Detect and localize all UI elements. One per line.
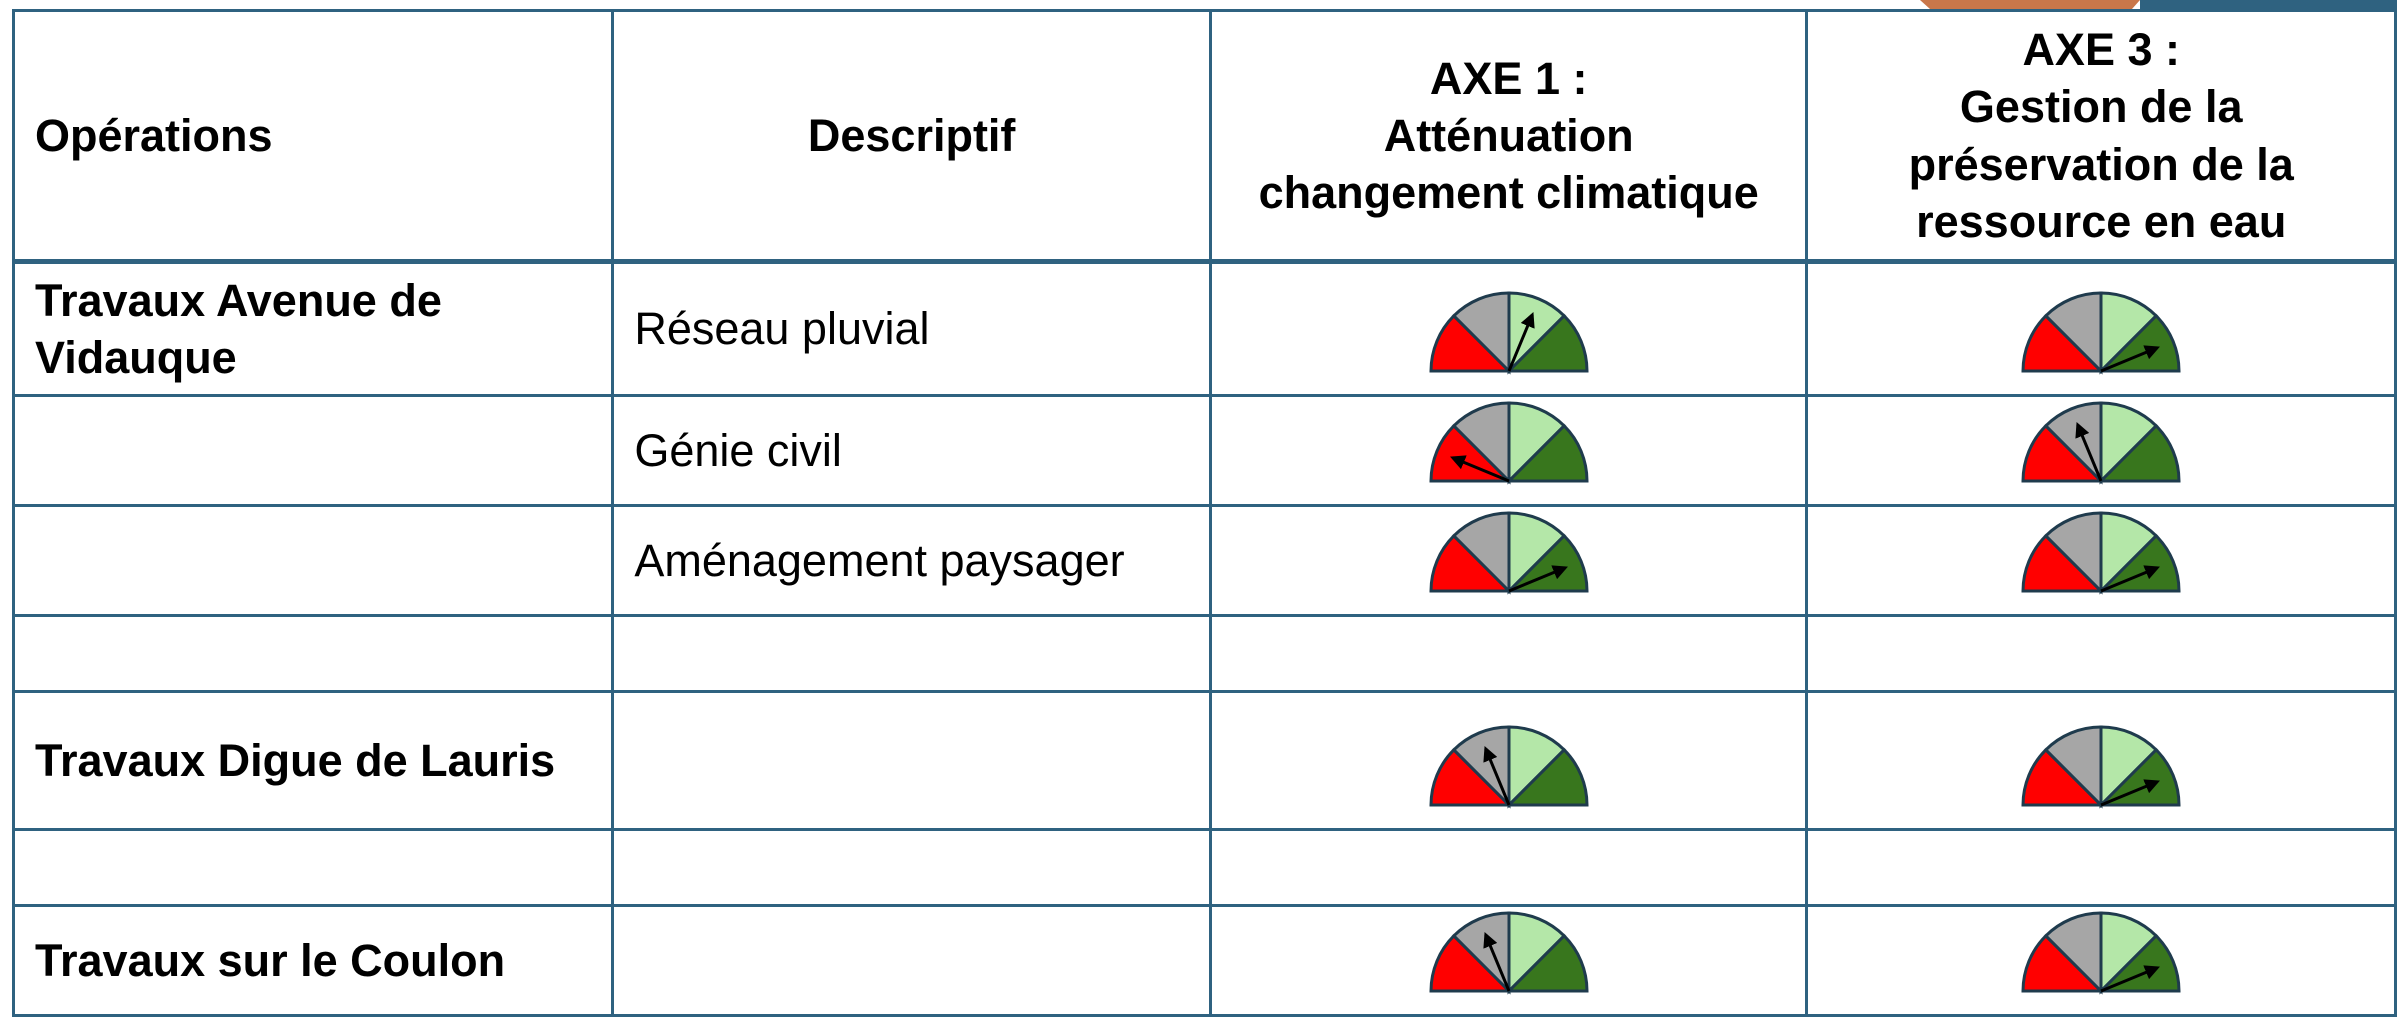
- description-cell: [613, 616, 1211, 692]
- gauge: [1424, 721, 1594, 809]
- rating-cell: [1807, 830, 2396, 906]
- operation-cell: [14, 506, 613, 616]
- gauge: [2016, 397, 2186, 485]
- gauge: [2016, 907, 2186, 995]
- gauge: [1424, 507, 1594, 595]
- rating-cell: [1210, 396, 1806, 506]
- description-cell: Génie civil: [613, 396, 1211, 506]
- description-cell: [613, 692, 1211, 830]
- rating-cell: [1807, 692, 2396, 830]
- gauge: [2016, 507, 2186, 595]
- rating-cell: [1807, 616, 2396, 692]
- operation-cell: [14, 616, 613, 692]
- description-cell: Réseau pluvial: [613, 262, 1211, 396]
- operation-cell: [14, 396, 613, 506]
- column-header: Descriptif: [613, 11, 1211, 262]
- table-row: Génie civil: [14, 396, 2396, 506]
- description-cell: Aménagement paysager: [613, 506, 1211, 616]
- decoration: [1900, 0, 2397, 9]
- column-header: Opérations: [14, 11, 613, 262]
- gauge: [1424, 397, 1594, 485]
- rating-cell: [1807, 396, 2396, 506]
- operation-cell: [14, 830, 613, 906]
- gauge: [1424, 907, 1594, 995]
- rating-cell: [1210, 506, 1806, 616]
- rating-cell: [1807, 906, 2396, 1016]
- description-cell: [613, 906, 1211, 1016]
- table-row: Aménagement paysager: [14, 506, 2396, 616]
- table-row: [14, 830, 2396, 906]
- column-header: AXE 3 : Gestion de la préservation de la…: [1807, 11, 2396, 262]
- operation-cell: Travaux Digue de Lauris: [14, 692, 613, 830]
- rating-cell: [1210, 830, 1806, 906]
- rating-cell: [1210, 616, 1806, 692]
- page: OpérationsDescriptifAXE 1 : Atténuation …: [0, 0, 2397, 998]
- table-row: Travaux sur le Coulon: [14, 906, 2396, 1016]
- gauge: [2016, 721, 2186, 809]
- operation-cell: Travaux Avenue de Vidauque: [14, 262, 613, 396]
- gauge: [2016, 287, 2186, 375]
- description-cell: [613, 830, 1211, 906]
- gauge: [1424, 287, 1594, 375]
- rating-cell: [1210, 262, 1806, 396]
- rating-cell: [1210, 692, 1806, 830]
- table-row: Travaux Digue de Lauris: [14, 692, 2396, 830]
- rating-cell: [1807, 506, 2396, 616]
- rating-cell: [1210, 906, 1806, 1016]
- table-row: [14, 616, 2396, 692]
- operation-cell: Travaux sur le Coulon: [14, 906, 613, 1016]
- rating-cell: [1807, 262, 2396, 396]
- column-header: AXE 1 : Atténuation changement climatiqu…: [1210, 11, 1806, 262]
